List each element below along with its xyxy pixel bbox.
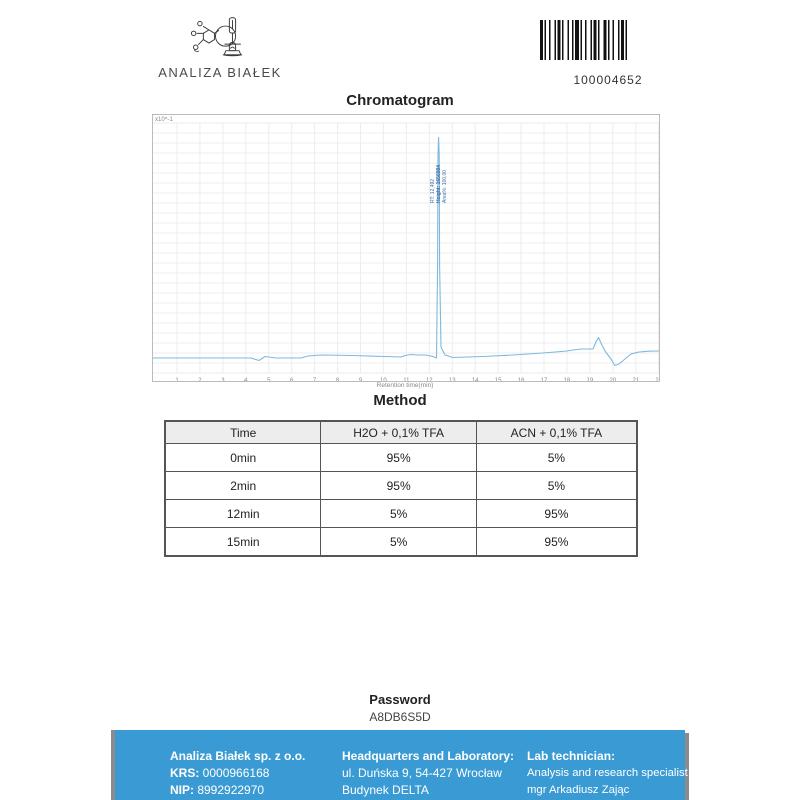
svg-text:Area%: 100,00: Area%: 100,00 [442,170,448,203]
svg-text:x10^-1: x10^-1 [155,117,173,123]
